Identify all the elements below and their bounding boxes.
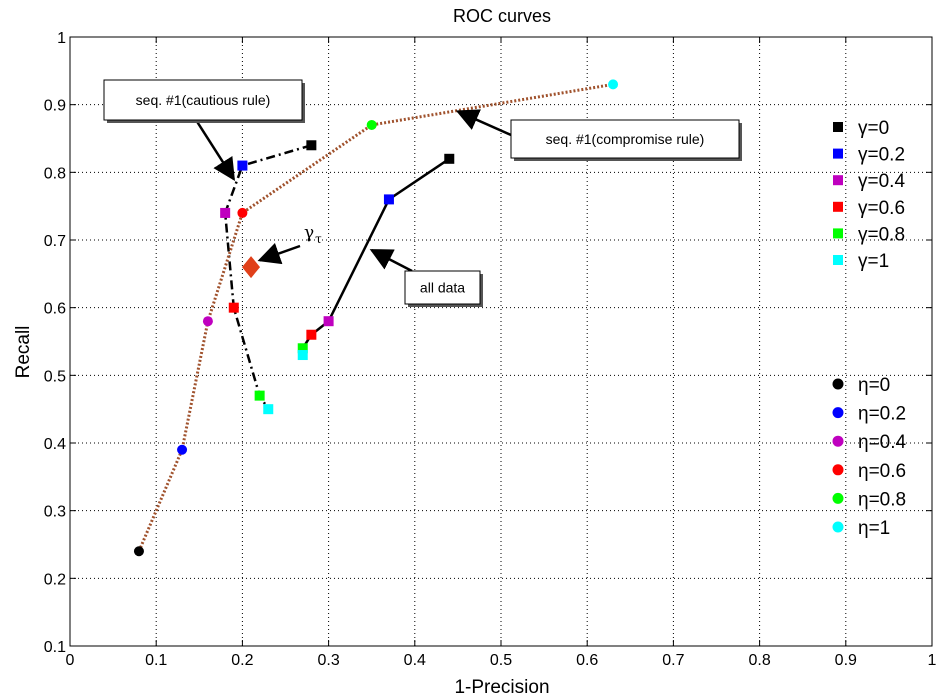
data-point: [608, 79, 619, 90]
gamma-tau-subscript: τ: [315, 232, 322, 246]
annotation-arrow: [455, 109, 512, 137]
gamma-tau-marker: [242, 256, 261, 279]
annotation-label: seq. #1(compromise rule): [546, 131, 705, 147]
y-tick-label: 0.4: [44, 436, 66, 453]
data-point: [297, 350, 308, 361]
legend-marker: [833, 175, 843, 186]
chart-title: ROC curves: [453, 6, 551, 26]
annotation-box: [103, 79, 303, 121]
legend-marker: [833, 122, 843, 132]
annotation-arrow: [369, 249, 413, 273]
x-tick-label: 0.3: [317, 652, 339, 669]
legend-label: γ=0: [858, 118, 889, 139]
data-point: [383, 194, 394, 205]
y-tick-label: 0.1: [44, 639, 66, 656]
legend-label: γ=0.2: [858, 145, 905, 166]
data-markers: [133, 79, 619, 557]
data-point: [263, 404, 274, 415]
annotation-label: all data: [420, 280, 465, 296]
annotation-arrow: [257, 242, 301, 265]
legend-marker: [832, 492, 844, 504]
data-point: [202, 316, 213, 327]
data-point: [366, 119, 377, 130]
x-tick-label: 0.9: [835, 652, 857, 669]
y-tick-label: 0.9: [44, 98, 66, 115]
x-tick-label: 0.6: [576, 652, 598, 669]
legend-label: γ=0.4: [858, 171, 905, 192]
legend-marker: [832, 464, 844, 476]
data-point: [297, 343, 308, 354]
y-tick-label: 0.8: [44, 165, 66, 182]
x-tick-label: 0: [66, 652, 75, 669]
x-tick-label: 0.8: [748, 652, 770, 669]
data-point: [306, 140, 317, 151]
data-point: [306, 329, 317, 340]
data-point: [228, 302, 239, 313]
x-tick-label: 0.7: [662, 652, 684, 669]
data-point: [237, 207, 248, 218]
legend-marker: [833, 255, 843, 265]
series-line: [223, 144, 312, 410]
y-tick-label: 0.5: [44, 368, 66, 385]
legend-label: η=0.6: [858, 461, 906, 482]
series-line: [137, 82, 614, 552]
data-point: [220, 207, 231, 218]
y-tick-label: 0.7: [44, 233, 66, 250]
data-point: [177, 444, 188, 455]
legend-label: η=0.2: [858, 404, 906, 425]
data-point: [237, 160, 248, 171]
annotation-arrow: [194, 119, 235, 181]
x-tick-label: 0.1: [145, 652, 167, 669]
legend-label: γ=0.8: [858, 224, 905, 245]
axis-ticks: 0 0.1 0.2 0.3 0.4 0.5 0.6 0.7 0.8 0.9 10.10.20.30.…: [44, 30, 936, 669]
legend-label: η=0: [858, 375, 890, 396]
x-axis-label: 1-Precision: [454, 677, 549, 698]
legend-label: η=1: [858, 518, 890, 539]
annotation-label: seq. #1(cautious rule): [136, 92, 271, 108]
y-tick-label: 0.2: [44, 571, 66, 588]
legend-marker: [832, 407, 844, 419]
annotation-box: [510, 119, 740, 159]
data-point: [254, 390, 265, 401]
grid: [70, 37, 932, 646]
legend-label: γ=1: [858, 251, 889, 272]
data-point: [323, 316, 334, 327]
legend-marker: [833, 148, 843, 159]
legend-marker: [833, 228, 843, 239]
legends: γ=0 γ=0.2 γ=0.4 γ=0.6 γ=0.8 γ=1 η=0 η=0.2 η=0.4 η…: [832, 118, 907, 539]
legend-marker: [832, 521, 844, 533]
x-tick-label: 0.4: [404, 652, 426, 669]
annotations: seq. #1(cautious rule) seq. #1(compromise…: [103, 79, 742, 307]
legend-marker: [832, 378, 844, 390]
y-axis-label: Recall: [13, 326, 34, 379]
legend-label: η=0.4: [858, 432, 907, 453]
y-tick-label: 0.3: [44, 504, 66, 521]
gamma-tau-label: γτ: [304, 223, 322, 246]
x-tick-label: 0.2: [231, 652, 253, 669]
legend-label: η=0.8: [858, 489, 906, 510]
data-point: [444, 153, 455, 164]
annotation-box: [404, 270, 481, 305]
x-tick-label: 1: [928, 652, 936, 669]
y-tick-label: 1: [57, 30, 66, 47]
legend-marker: [833, 201, 843, 212]
legend-marker: [832, 435, 844, 447]
x-tick-label: 0.5: [490, 652, 512, 669]
y-tick-label: 0.6: [44, 301, 66, 318]
data-point: [133, 546, 144, 557]
legend-label: γ=0.6: [858, 198, 905, 219]
